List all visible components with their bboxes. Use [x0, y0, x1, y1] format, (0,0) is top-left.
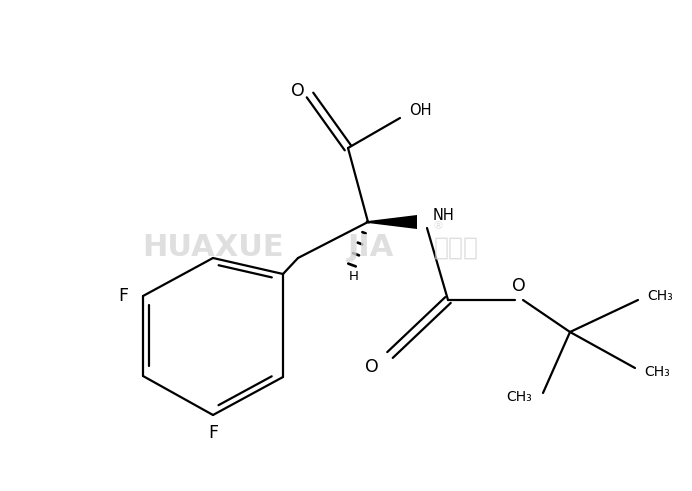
Text: O: O: [291, 82, 305, 100]
Text: O: O: [512, 277, 526, 295]
Text: OH: OH: [409, 103, 431, 117]
Text: 化学加: 化学加: [434, 236, 479, 260]
Text: HUAXUE: HUAXUE: [142, 234, 284, 263]
Text: CH₃: CH₃: [644, 365, 670, 379]
Text: O: O: [365, 358, 379, 376]
Text: F: F: [118, 287, 128, 305]
Text: H: H: [349, 271, 359, 283]
Text: JIA: JIA: [348, 234, 394, 263]
Text: NH: NH: [432, 209, 454, 223]
Text: F: F: [208, 424, 218, 442]
Polygon shape: [368, 215, 417, 229]
Text: ®: ®: [432, 221, 443, 231]
Text: CH₃: CH₃: [647, 289, 673, 303]
Text: CH₃: CH₃: [506, 390, 532, 404]
